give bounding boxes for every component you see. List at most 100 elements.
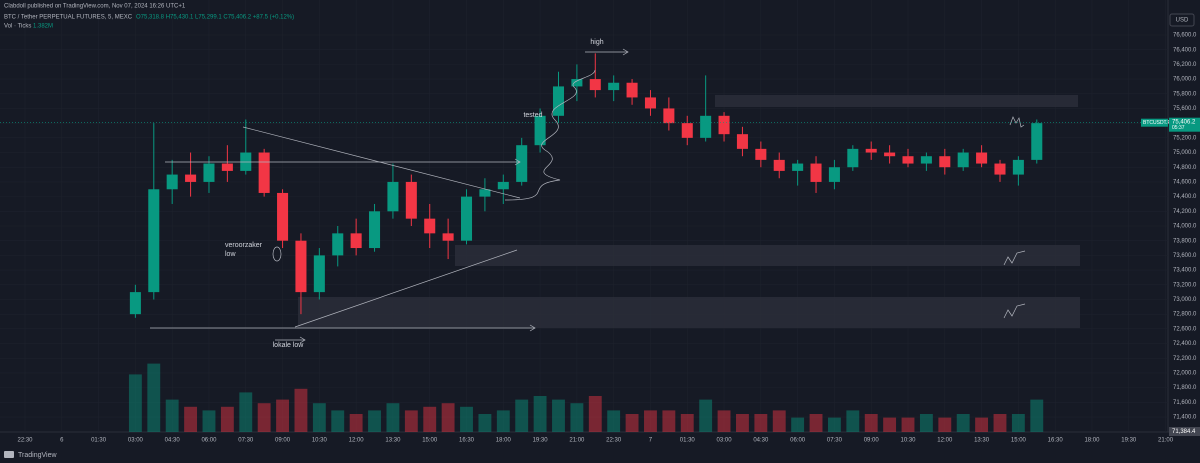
candle-body bbox=[718, 115, 730, 135]
candle-body bbox=[681, 123, 693, 138]
volume-bar bbox=[938, 417, 952, 432]
volume-bar bbox=[1030, 399, 1044, 432]
bottom-label-box bbox=[1169, 427, 1200, 436]
annotation: low bbox=[225, 251, 236, 258]
y-tick-label: 74,400.0 bbox=[1173, 194, 1197, 200]
candle-body bbox=[479, 189, 491, 197]
y-tick-label: 75,000.0 bbox=[1173, 150, 1197, 156]
candle-body bbox=[644, 97, 656, 109]
candle-body bbox=[571, 79, 583, 87]
currency-button[interactable] bbox=[1169, 13, 1195, 27]
candle-body bbox=[534, 115, 546, 146]
volume-bar bbox=[349, 414, 363, 432]
candle-body bbox=[700, 115, 712, 138]
x-tick-label: 18:00 bbox=[496, 438, 512, 444]
y-tick-label: 73,200.0 bbox=[1173, 282, 1197, 288]
x-tick-label: 19:30 bbox=[1121, 438, 1137, 444]
y-tick-label: 72,200.0 bbox=[1173, 356, 1197, 362]
x-tick-label: 03:00 bbox=[717, 438, 733, 444]
volume-bar bbox=[533, 396, 547, 432]
volume-bar bbox=[680, 414, 694, 432]
x-tick-label: 10:30 bbox=[901, 438, 917, 444]
volume-bar bbox=[165, 399, 179, 432]
y-tick-label: 74,200.0 bbox=[1173, 209, 1197, 215]
publisher: Clabdoll published on TradingView.com, N… bbox=[4, 4, 186, 10]
volume-bar bbox=[257, 403, 271, 432]
volume-bar bbox=[478, 414, 492, 432]
arrow-head bbox=[299, 336, 306, 344]
x-tick-label: 13:30 bbox=[974, 438, 990, 444]
x-tick-label: 6 bbox=[60, 438, 64, 444]
candle-body bbox=[865, 148, 877, 153]
volume-bar bbox=[552, 399, 565, 432]
candle-body bbox=[773, 159, 785, 171]
volume-bar bbox=[423, 406, 437, 432]
volume-bar bbox=[846, 410, 860, 432]
y-tick-label: 73,400.0 bbox=[1173, 268, 1197, 274]
candle-body bbox=[442, 233, 454, 241]
y-tick-label: 74,600.0 bbox=[1173, 180, 1197, 186]
y-tick-label: 73,000.0 bbox=[1173, 297, 1197, 303]
volume-bar bbox=[993, 414, 1007, 432]
candle-body bbox=[369, 211, 381, 249]
candle-body bbox=[203, 163, 215, 182]
ohlc: O75,318.8 H75,430.1 L75,299.1 C75,406.2 … bbox=[136, 15, 294, 21]
x-tick-label: 7 bbox=[649, 438, 653, 444]
annotation: high bbox=[590, 39, 603, 46]
volume-bar bbox=[625, 414, 639, 432]
candle-body bbox=[920, 156, 932, 164]
x-tick-label: 04:30 bbox=[753, 438, 769, 444]
x-tick-label: 09:00 bbox=[864, 438, 880, 444]
candle-body bbox=[424, 218, 436, 234]
last-price-box bbox=[1169, 117, 1200, 132]
candles bbox=[129, 53, 1043, 318]
volume-bar bbox=[404, 410, 418, 432]
candle-body bbox=[332, 233, 344, 256]
volume-bar bbox=[717, 410, 731, 432]
candle-body bbox=[847, 148, 859, 168]
currency[interactable]: USD bbox=[1176, 18, 1189, 24]
candle-body bbox=[589, 79, 601, 91]
circle-mark bbox=[272, 246, 282, 262]
x-tick-label: 01:30 bbox=[91, 438, 107, 444]
candle-body bbox=[957, 152, 969, 168]
volume-bar bbox=[147, 363, 161, 432]
x-tick-label: 06:00 bbox=[201, 438, 217, 444]
last-price-label: 75,406.2 bbox=[1172, 119, 1196, 125]
candle-body bbox=[405, 181, 417, 219]
volume-bar bbox=[1011, 414, 1025, 432]
arrow-head bbox=[622, 48, 629, 56]
brand-logo bbox=[4, 451, 14, 458]
y-tick-label: 75,200.0 bbox=[1173, 135, 1197, 141]
y-tick-label: 72,600.0 bbox=[1173, 326, 1197, 332]
x-tick-label: 21:00 bbox=[569, 438, 585, 444]
candle-body bbox=[295, 240, 307, 293]
candle-body bbox=[976, 152, 988, 164]
y-tick-label: 72,400.0 bbox=[1173, 341, 1197, 347]
x-tick-label: 12:00 bbox=[937, 438, 953, 444]
x-tick-label: 13:30 bbox=[385, 438, 401, 444]
volume-bar bbox=[607, 410, 621, 432]
candle-body bbox=[552, 86, 565, 116]
volume-bar bbox=[588, 396, 602, 432]
volume-bar bbox=[441, 403, 455, 432]
x-tick-label: 22:30 bbox=[606, 438, 622, 444]
volume-bar bbox=[570, 403, 584, 432]
y-tick-label: 73,600.0 bbox=[1173, 253, 1197, 259]
trend-line bbox=[242, 126, 521, 199]
volume-value: 1.382M bbox=[33, 24, 53, 30]
volume-bar bbox=[460, 406, 473, 432]
volume-bar bbox=[128, 374, 142, 432]
arrow-head bbox=[514, 158, 521, 166]
y-tick-label: 76,200.0 bbox=[1173, 62, 1197, 68]
candle-body bbox=[221, 163, 233, 171]
x-tick-label: 07:30 bbox=[827, 438, 843, 444]
x-tick-label: 16:30 bbox=[459, 438, 475, 444]
squiggle bbox=[1009, 116, 1025, 128]
volume-bar bbox=[754, 414, 768, 432]
candle-body bbox=[608, 82, 620, 91]
volume-bar bbox=[956, 414, 970, 432]
volume-bar bbox=[864, 414, 878, 432]
candle-body bbox=[792, 163, 804, 171]
